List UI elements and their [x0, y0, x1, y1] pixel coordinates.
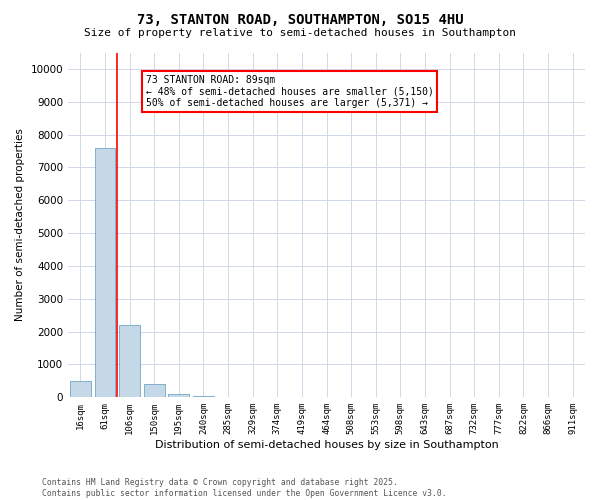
Bar: [70, 381, 91, 398]
Bar: [169, 394, 189, 398]
Bar: [193, 396, 214, 398]
Text: 73 STANTON ROAD: 89sqm
← 48% of semi-detached houses are smaller (5,150)
50% of : 73 STANTON ROAD: 89sqm ← 48% of semi-det…: [146, 75, 433, 108]
Bar: [95, 148, 115, 398]
Bar: [144, 384, 164, 398]
Bar: [119, 325, 140, 398]
Text: Size of property relative to semi-detached houses in Southampton: Size of property relative to semi-detach…: [84, 28, 516, 38]
Text: Contains HM Land Registry data © Crown copyright and database right 2025.
Contai: Contains HM Land Registry data © Crown c…: [42, 478, 446, 498]
X-axis label: Distribution of semi-detached houses by size in Southampton: Distribution of semi-detached houses by …: [155, 440, 499, 450]
Y-axis label: Number of semi-detached properties: Number of semi-detached properties: [15, 128, 25, 322]
Text: 73, STANTON ROAD, SOUTHAMPTON, SO15 4HU: 73, STANTON ROAD, SOUTHAMPTON, SO15 4HU: [137, 12, 463, 26]
